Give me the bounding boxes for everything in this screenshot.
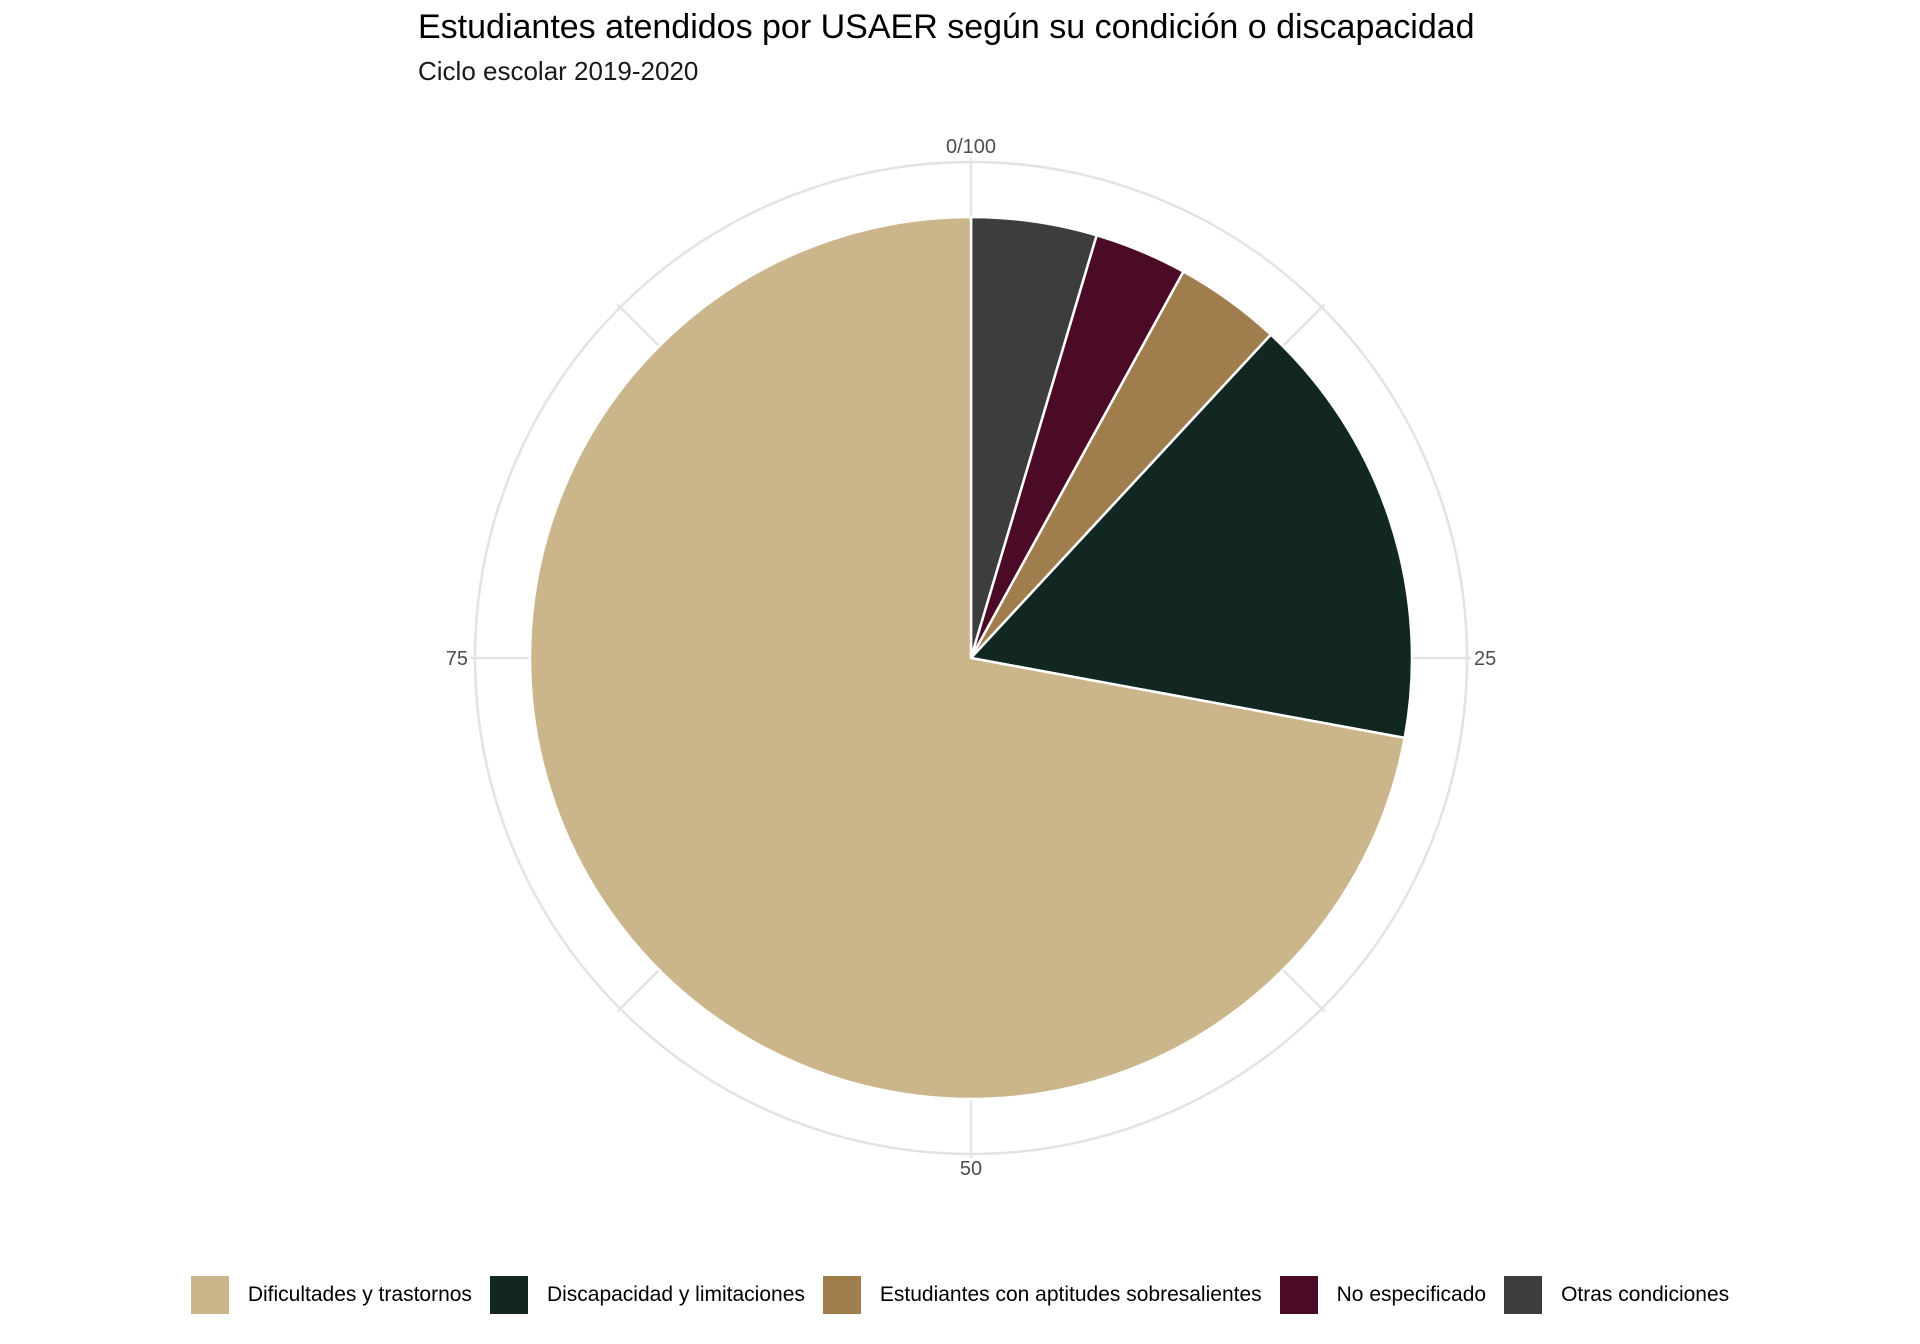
pie-slices [528,215,1414,1101]
legend-label: Otras condiciones [1561,1283,1730,1306]
legend-item: Estudiantes con aptitudes sobresalientes [822,1276,1262,1314]
chart-subtitle: Ciclo escolar 2019-2020 [418,56,699,86]
grid-tick-line [616,303,661,348]
grid-tick-line [1281,303,1326,348]
legend-item: Dificultades y trastornos [190,1276,472,1314]
legend-swatch [1504,1276,1543,1314]
legend-swatch [190,1276,229,1314]
grid-tick-line [1281,968,1326,1013]
tick-lines [471,158,1471,1158]
pie-slice-dificultades-y-trastornos [528,215,1407,1101]
legend: Dificultades y trastornos Discapacidad y … [0,1276,1920,1314]
pie-slice-discapacidad-y-limitaciones [968,332,1414,740]
legend-item: Otras condiciones [1504,1276,1729,1314]
legend-label: Estudiantes con aptitudes sobresalientes [879,1283,1262,1306]
axis-tick-label: 0/100 [946,136,996,158]
grid-tick-line [616,968,661,1013]
legend-swatch [1279,1276,1318,1314]
legend-item: Discapacidad y limitaciones [489,1276,805,1314]
axis-tick-label: 50 [960,1158,982,1180]
legend-item: No especificado [1279,1276,1487,1314]
axis-tick-label: 75 [446,648,468,670]
axis-tick-label: 25 [1474,648,1496,670]
legend-label: No especificado [1336,1283,1487,1306]
legend-label: Discapacidad y limitaciones [546,1283,805,1306]
chart-title: Estudiantes atendidos por USAER según su… [418,8,1475,46]
legend-swatch [822,1276,861,1314]
legend-label: Dificultades y trastornos [247,1283,472,1306]
tick-labels: 0/100 25 50 75 [446,136,1497,1180]
legend-swatch [489,1276,528,1314]
